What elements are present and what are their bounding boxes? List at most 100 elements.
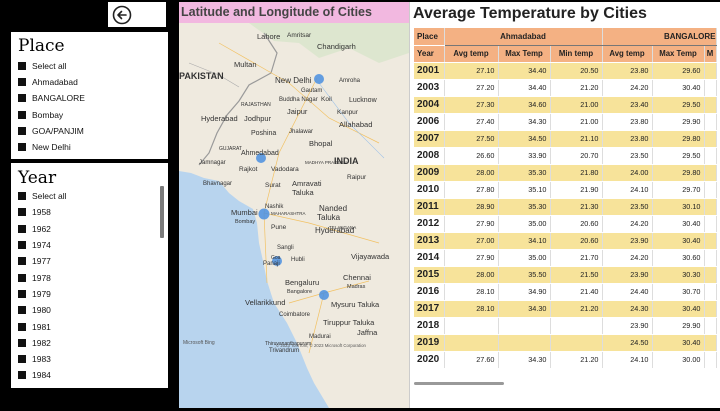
place-slicer-item[interactable]: Bombay	[18, 107, 167, 123]
checkbox-icon[interactable]	[18, 257, 26, 266]
map-canvas[interactable]: Lahore Amritsar Chandigarh Multan PAKIST…	[179, 23, 409, 408]
table-row[interactable]: 2018 23.90 29.90	[414, 317, 717, 335]
value-cell: 30.40	[652, 334, 705, 352]
checkbox-icon[interactable]	[18, 78, 26, 87]
year-slicer-scrollbar[interactable]	[160, 186, 164, 238]
checkbox-icon[interactable]	[18, 322, 26, 331]
year-header[interactable]: Year	[414, 45, 445, 63]
back-arrow-icon[interactable]	[112, 5, 132, 25]
column-header-min-temp[interactable]: Min temp	[550, 45, 603, 63]
table-row[interactable]: 2013 27.00 34.10 20.60 23.90 30.40	[414, 232, 717, 250]
year-cell: 2016	[414, 283, 445, 301]
value-cell: 27.40	[444, 113, 499, 131]
table-row[interactable]: 2007 27.50 34.50 21.10 23.80 29.80	[414, 130, 717, 148]
table-row[interactable]: 2008 26.60 33.90 20.70 23.50 29.50	[414, 147, 717, 165]
place-slicer-item[interactable]: GOA/PANJIM	[18, 123, 167, 139]
road	[218, 42, 380, 144]
road	[263, 212, 380, 244]
province-border	[188, 62, 240, 88]
table-row[interactable]: 2009 28.00 35.30 21.80 24.00 29.80	[414, 164, 717, 182]
map-copyright[interactable]: © 2023 TomTom, © 2023 Microsoft Corporat…	[276, 343, 366, 348]
city-bubble-new-delhi[interactable]	[314, 74, 324, 84]
year-slicer-item[interactable]: 1978	[18, 269, 167, 285]
value-cell: 24.20	[602, 215, 653, 233]
place-slicer-item-label: New Delhi	[32, 142, 71, 153]
year-slicer-item[interactable]: 1984	[18, 367, 167, 383]
column-header-max-temp[interactable]: Max Temp	[498, 45, 551, 63]
value-cell	[498, 334, 551, 352]
checkbox-icon[interactable]	[18, 94, 26, 103]
checkbox-icon[interactable]	[18, 224, 26, 233]
group-header-ahmadabad[interactable]: Ahmadabad	[444, 28, 603, 46]
table-row[interactable]: 2014 27.90 35.00 21.70 24.20 30.60	[414, 249, 717, 267]
place-slicer-item[interactable]: BANGALORE	[18, 90, 167, 106]
table-row[interactable]: 2012 27.90 35.00 20.60 24.20 30.40	[414, 215, 717, 233]
map-label-nanded: Nanded	[319, 204, 347, 213]
city-bubble-ahmadabad[interactable]	[256, 153, 266, 163]
value-cell: 34.90	[498, 283, 551, 301]
year-slicer-item[interactable]: 1974	[18, 237, 167, 253]
checkbox-icon[interactable]	[18, 192, 26, 201]
column-header-min-temp[interactable]: M	[704, 45, 717, 63]
place-slicer-item[interactable]: Ahmadabad	[18, 74, 167, 90]
group-header-bangalore[interactable]: BANGALORE	[602, 28, 717, 46]
table-row[interactable]: 2004 27.30 34.60 21.00 23.40 29.50	[414, 96, 717, 114]
checkbox-icon[interactable]	[18, 273, 26, 282]
checkbox-icon[interactable]	[18, 126, 26, 135]
value-cell: 26.60	[444, 147, 499, 165]
checkbox-icon[interactable]	[18, 338, 26, 347]
year-slicer-item[interactable]: Select all	[18, 188, 167, 204]
table-row[interactable]: 2010 27.80 35.10 21.90 24.10 29.70	[414, 181, 717, 199]
checkbox-icon[interactable]	[18, 371, 26, 380]
year-slicer-item[interactable]: 1982	[18, 335, 167, 351]
city-bubble-bangalore[interactable]	[319, 290, 329, 300]
map-label-bangalore: Bangalore	[287, 289, 312, 295]
city-bubble-bombay[interactable]	[258, 208, 270, 220]
year-slicer-item[interactable]: 1979	[18, 286, 167, 302]
table-row[interactable]: 2019 24.50 30.40	[414, 334, 717, 352]
table-row[interactable]: 2016 28.10 34.90 21.40 24.40 30.70	[414, 283, 717, 301]
table-row[interactable]: 2020 27.60 34.30 21.20 24.10 30.00	[414, 351, 717, 369]
year-cell: 2007	[414, 130, 445, 148]
table-row[interactable]: 2006 27.40 34.30 21.00 23.80 29.90	[414, 113, 717, 131]
place-slicer-item[interactable]: New Delhi	[18, 139, 167, 155]
table-row[interactable]: 2011 28.90 35.30 21.30 23.50 30.10	[414, 198, 717, 216]
value-cell: 27.80	[444, 181, 499, 199]
value-cell: 24.50	[602, 334, 653, 352]
year-slicer-item-label: 1980	[32, 305, 51, 316]
value-cell: 34.50	[498, 130, 551, 148]
value-cell: 29.50	[652, 147, 705, 165]
checkbox-icon[interactable]	[18, 62, 26, 71]
table-row[interactable]: 2017 28.10 34.30 21.20 24.30 30.40	[414, 300, 717, 318]
table-horizontal-scrollbar[interactable]	[414, 382, 504, 385]
year-cell: 2010	[414, 181, 445, 199]
table-row[interactable]: 2001 27.10 34.40 20.50 23.80 29.60	[414, 62, 717, 80]
map-label-madurai: Madurai	[309, 334, 331, 340]
column-header-avg-temp[interactable]: Avg temp	[602, 45, 653, 63]
value-cell: 35.10	[498, 181, 551, 199]
city-bubble-goa[interactable]	[272, 256, 282, 266]
year-slicer-item[interactable]: 1962	[18, 221, 167, 237]
column-header-max-temp[interactable]: Max Temp	[652, 45, 705, 63]
checkbox-icon[interactable]	[18, 289, 26, 298]
checkbox-icon[interactable]	[18, 208, 26, 217]
checkbox-icon[interactable]	[18, 241, 26, 250]
checkbox-icon[interactable]	[18, 110, 26, 119]
year-slicer-item[interactable]: 1980	[18, 302, 167, 318]
checkbox-icon[interactable]	[18, 306, 26, 315]
checkbox-icon[interactable]	[18, 143, 26, 152]
value-cell: 21.20	[550, 79, 603, 97]
checkbox-icon[interactable]	[18, 355, 26, 364]
table-row[interactable]: 2015 28.00 35.50 21.50 23.90 30.30	[414, 266, 717, 284]
place-slicer-item[interactable]: Select all	[18, 58, 167, 74]
value-cell: 21.30	[550, 198, 603, 216]
year-slicer-item[interactable]: 1958	[18, 204, 167, 220]
value-cell: 23.90	[602, 317, 653, 335]
year-slicer-item[interactable]: 1977	[18, 253, 167, 269]
year-slicer-item[interactable]: 1983	[18, 351, 167, 367]
table-row[interactable]: 2003 27.20 34.40 21.20 24.20 30.40	[414, 79, 717, 97]
column-header-avg-temp[interactable]: Avg temp	[444, 45, 499, 63]
year-cell: 2013	[414, 232, 445, 250]
year-slicer-item-label: 1977	[32, 256, 51, 267]
year-slicer-item[interactable]: 1981	[18, 318, 167, 334]
